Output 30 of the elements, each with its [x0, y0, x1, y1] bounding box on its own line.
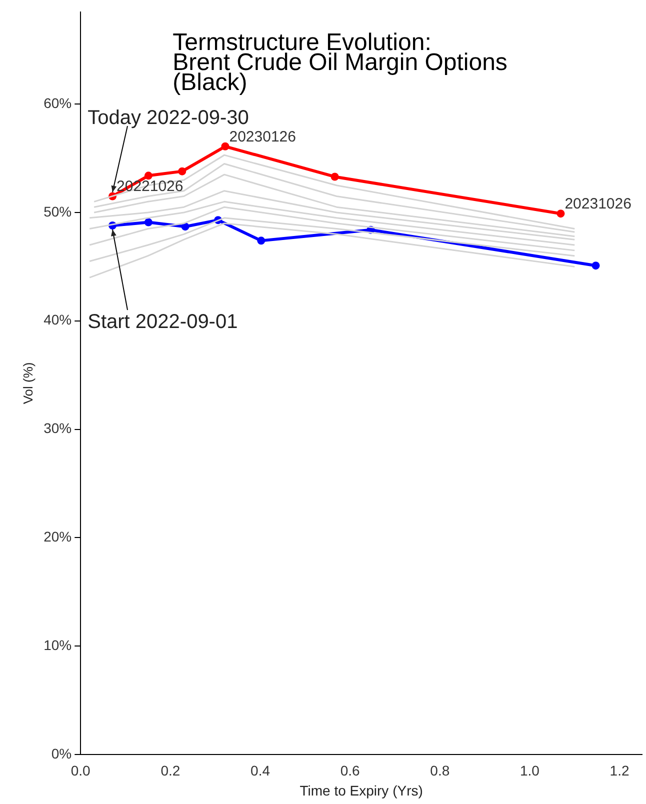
point [178, 167, 186, 176]
point [257, 236, 266, 245]
y-tick-label: 0% [51, 745, 72, 762]
x-tick-label: 1.0 [520, 762, 540, 779]
point [221, 142, 230, 150]
y-axis-title: Vol (%) [20, 362, 36, 404]
x-tick-label: 0.2 [160, 762, 180, 779]
x-tick-label: 0.6 [340, 762, 360, 779]
x-axis-title: Time to Expiry (Yrs) [300, 782, 423, 798]
y-tick-label: 20% [44, 528, 72, 544]
y-tick-label: 40% [44, 312, 72, 328]
text: Termstructure Evolution: Brent Crude Oil Margin Options (Black) [172, 29, 508, 96]
point [144, 218, 152, 226]
point [556, 210, 565, 218]
point [144, 172, 152, 180]
point [592, 262, 600, 270]
annotation: 20231026 [564, 196, 632, 213]
annotation: 20230126 [229, 128, 296, 146]
x-tick-label: 0.4 [250, 762, 270, 779]
x-tick-label: 0.8 [430, 762, 450, 779]
y-tick-label: 30% [44, 420, 72, 436]
y-tick-label: 50% [44, 203, 72, 220]
x-tick-label: 0.0 [70, 762, 91, 779]
annotation: Start 2022-09-01 [88, 311, 238, 333]
point [330, 172, 339, 181]
y-tick-label: 10% [44, 636, 72, 653]
point [181, 222, 190, 231]
y-tick-label: 60% [44, 94, 72, 111]
annotation: Today 2022-09-30 [88, 107, 249, 129]
x-tick-label: 1.2 [610, 762, 630, 779]
